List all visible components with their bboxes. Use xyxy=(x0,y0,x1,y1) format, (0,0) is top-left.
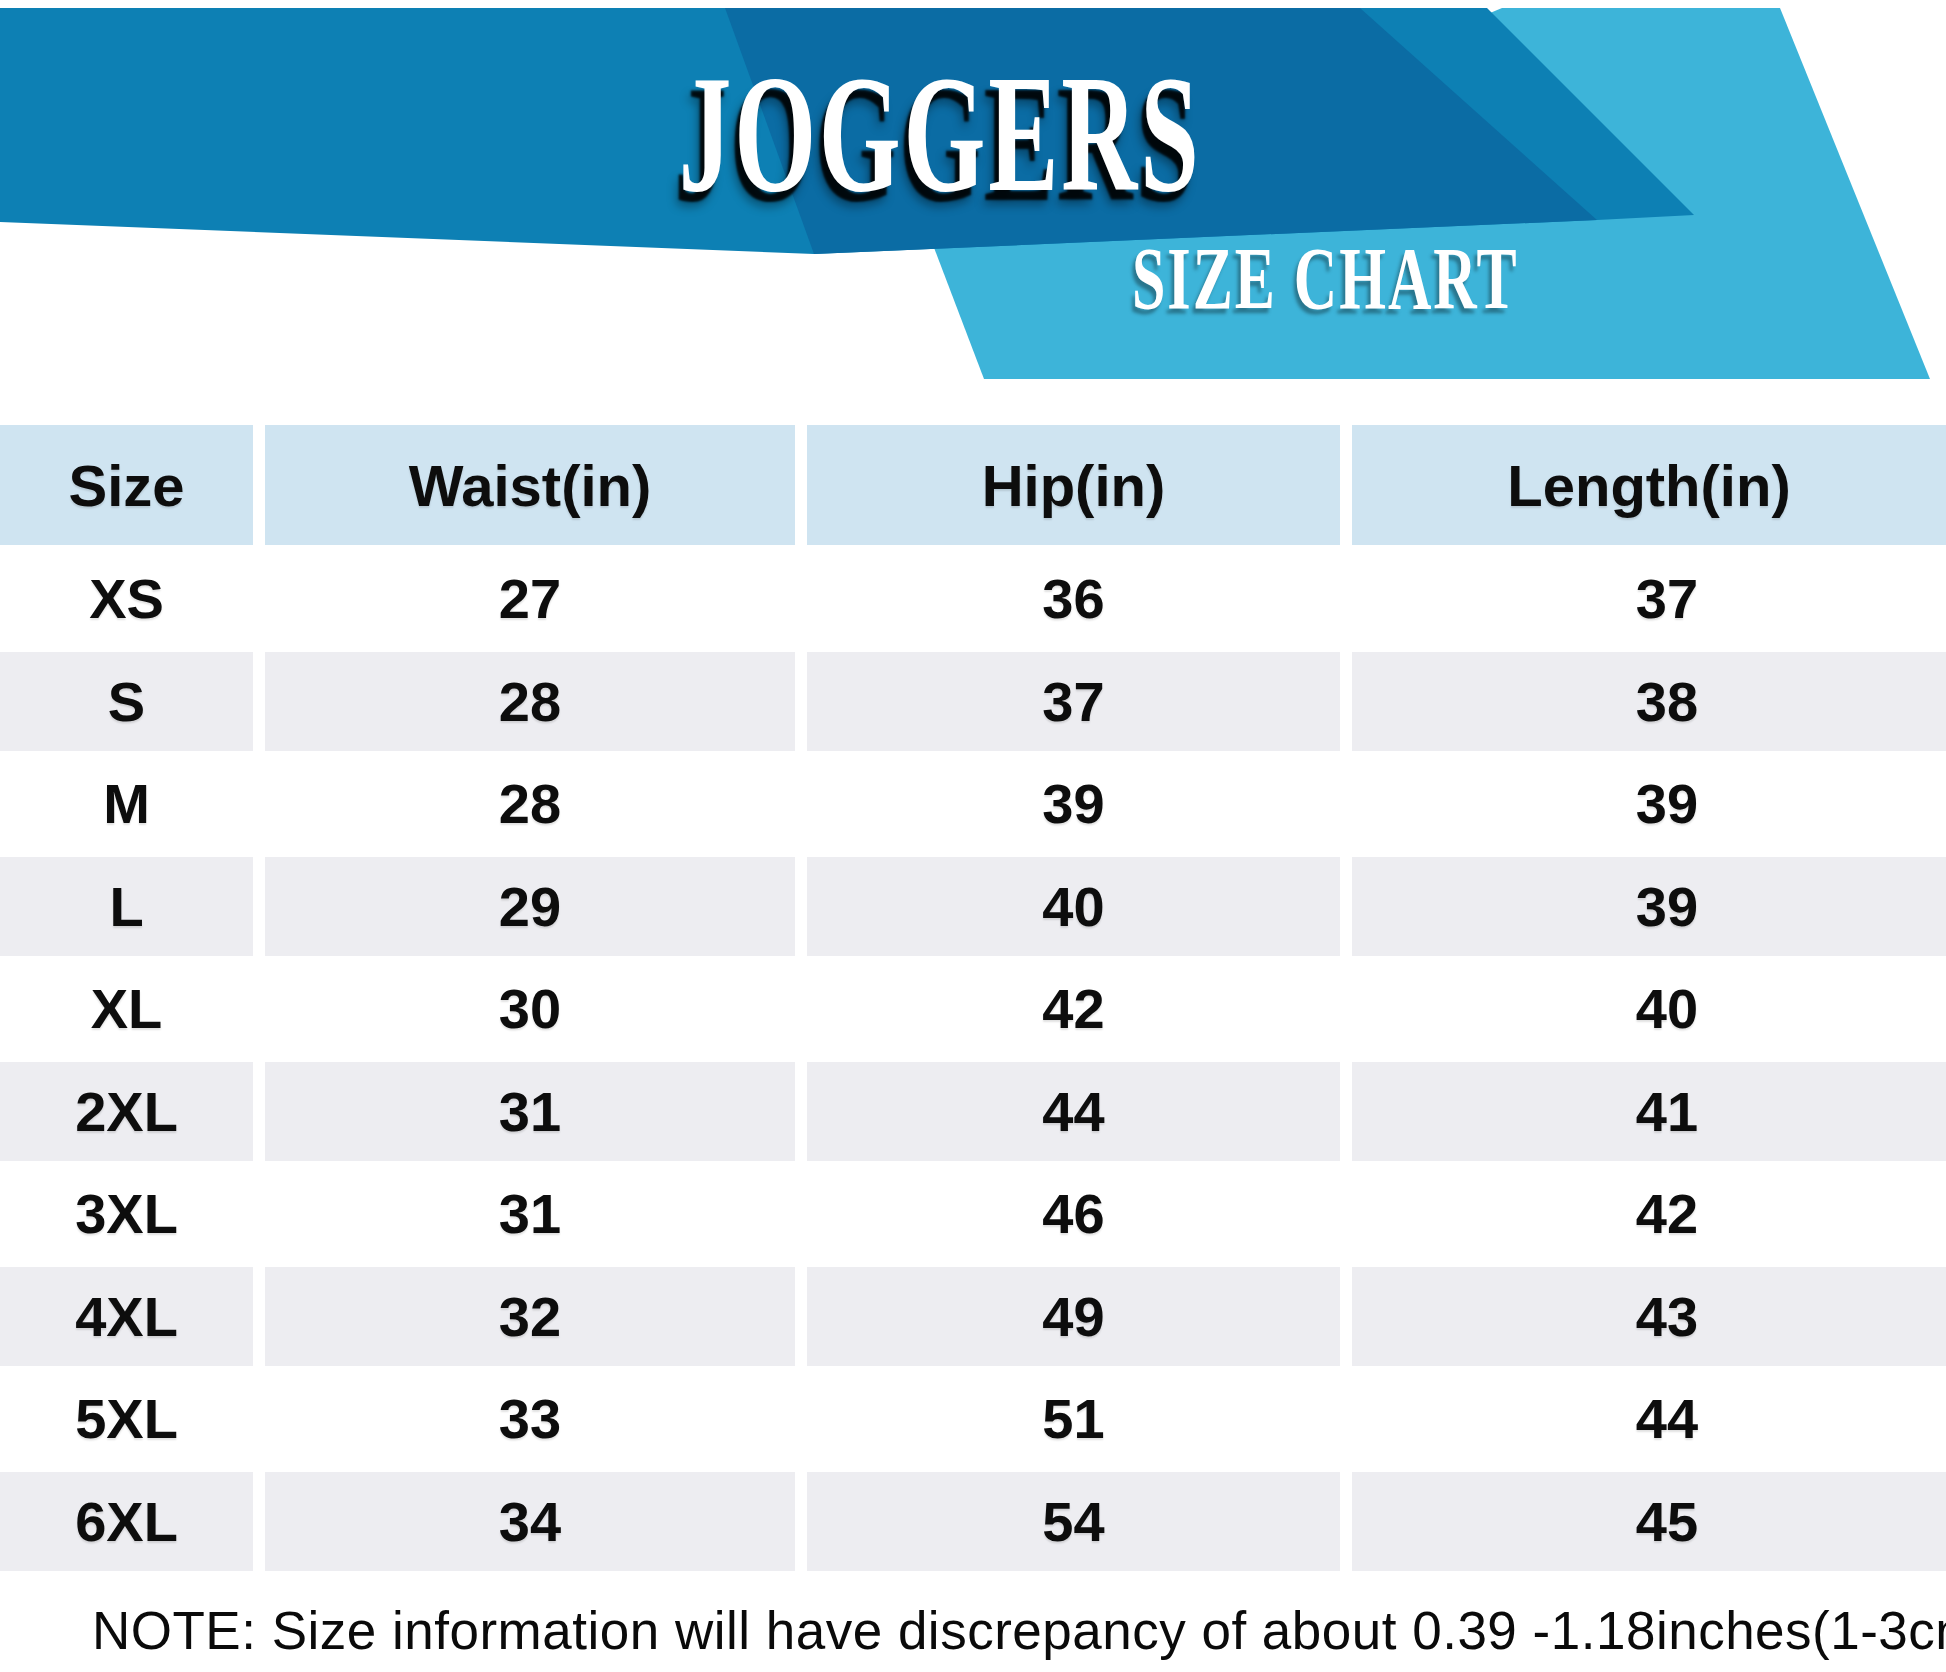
cell-size-xl: XL xyxy=(0,959,253,1058)
cell-length-6xl: 45 xyxy=(1352,1472,1946,1571)
cell-hip-2xl: 44 xyxy=(807,1062,1340,1161)
cell-hip-xs: 36 xyxy=(807,549,1340,648)
cell-hip-m: 39 xyxy=(807,754,1340,853)
cell-length-l: 39 xyxy=(1352,857,1946,956)
cell-length-4xl: 43 xyxy=(1352,1267,1946,1366)
cell-size-s: S xyxy=(0,652,253,751)
cell-waist-xl: 30 xyxy=(265,959,795,1058)
cell-size-l: L xyxy=(0,857,253,956)
cell-waist-2xl: 31 xyxy=(265,1062,795,1161)
cell-hip-l: 40 xyxy=(807,857,1340,956)
cell-hip-s: 37 xyxy=(807,652,1340,751)
size-chart-infographic: JOGGERS SIZE CHART SizeWaist(in)Hip(in)L… xyxy=(0,0,1946,1672)
cell-hip-6xl: 54 xyxy=(807,1472,1340,1571)
cell-waist-6xl: 34 xyxy=(265,1472,795,1571)
cell-length-5xl: 44 xyxy=(1352,1369,1946,1468)
cell-size-4xl: 4XL xyxy=(0,1267,253,1366)
cell-length-xs: 37 xyxy=(1352,549,1946,648)
header-banner xyxy=(0,0,1946,430)
header-label-size: Size xyxy=(0,425,253,545)
cell-waist-s: 28 xyxy=(265,652,795,751)
cell-length-xl: 40 xyxy=(1352,959,1946,1058)
cell-hip-4xl: 49 xyxy=(807,1267,1340,1366)
header-label-waist: Waist(in) xyxy=(265,425,795,545)
cell-waist-4xl: 32 xyxy=(265,1267,795,1366)
note-text: NOTE: Size information will have discrep… xyxy=(92,1600,1946,1661)
cell-size-2xl: 2XL xyxy=(0,1062,253,1161)
cell-length-s: 38 xyxy=(1352,652,1946,751)
cell-size-5xl: 5XL xyxy=(0,1369,253,1468)
cell-waist-3xl: 31 xyxy=(265,1164,795,1263)
cell-waist-xs: 27 xyxy=(265,549,795,648)
cell-waist-m: 28 xyxy=(265,754,795,853)
cell-length-m: 39 xyxy=(1352,754,1946,853)
cell-hip-3xl: 46 xyxy=(807,1164,1340,1263)
cell-size-m: M xyxy=(0,754,253,853)
header-label-length: Length(in) xyxy=(1352,425,1946,545)
cell-size-xs: XS xyxy=(0,549,253,648)
cell-size-6xl: 6XL xyxy=(0,1472,253,1571)
header-label-hip: Hip(in) xyxy=(807,425,1340,545)
cell-length-2xl: 41 xyxy=(1352,1062,1946,1161)
cell-hip-5xl: 51 xyxy=(807,1369,1340,1468)
cell-hip-xl: 42 xyxy=(807,959,1340,1058)
cell-size-3xl: 3XL xyxy=(0,1164,253,1263)
cell-waist-l: 29 xyxy=(265,857,795,956)
cell-waist-5xl: 33 xyxy=(265,1369,795,1468)
cell-length-3xl: 42 xyxy=(1352,1164,1946,1263)
